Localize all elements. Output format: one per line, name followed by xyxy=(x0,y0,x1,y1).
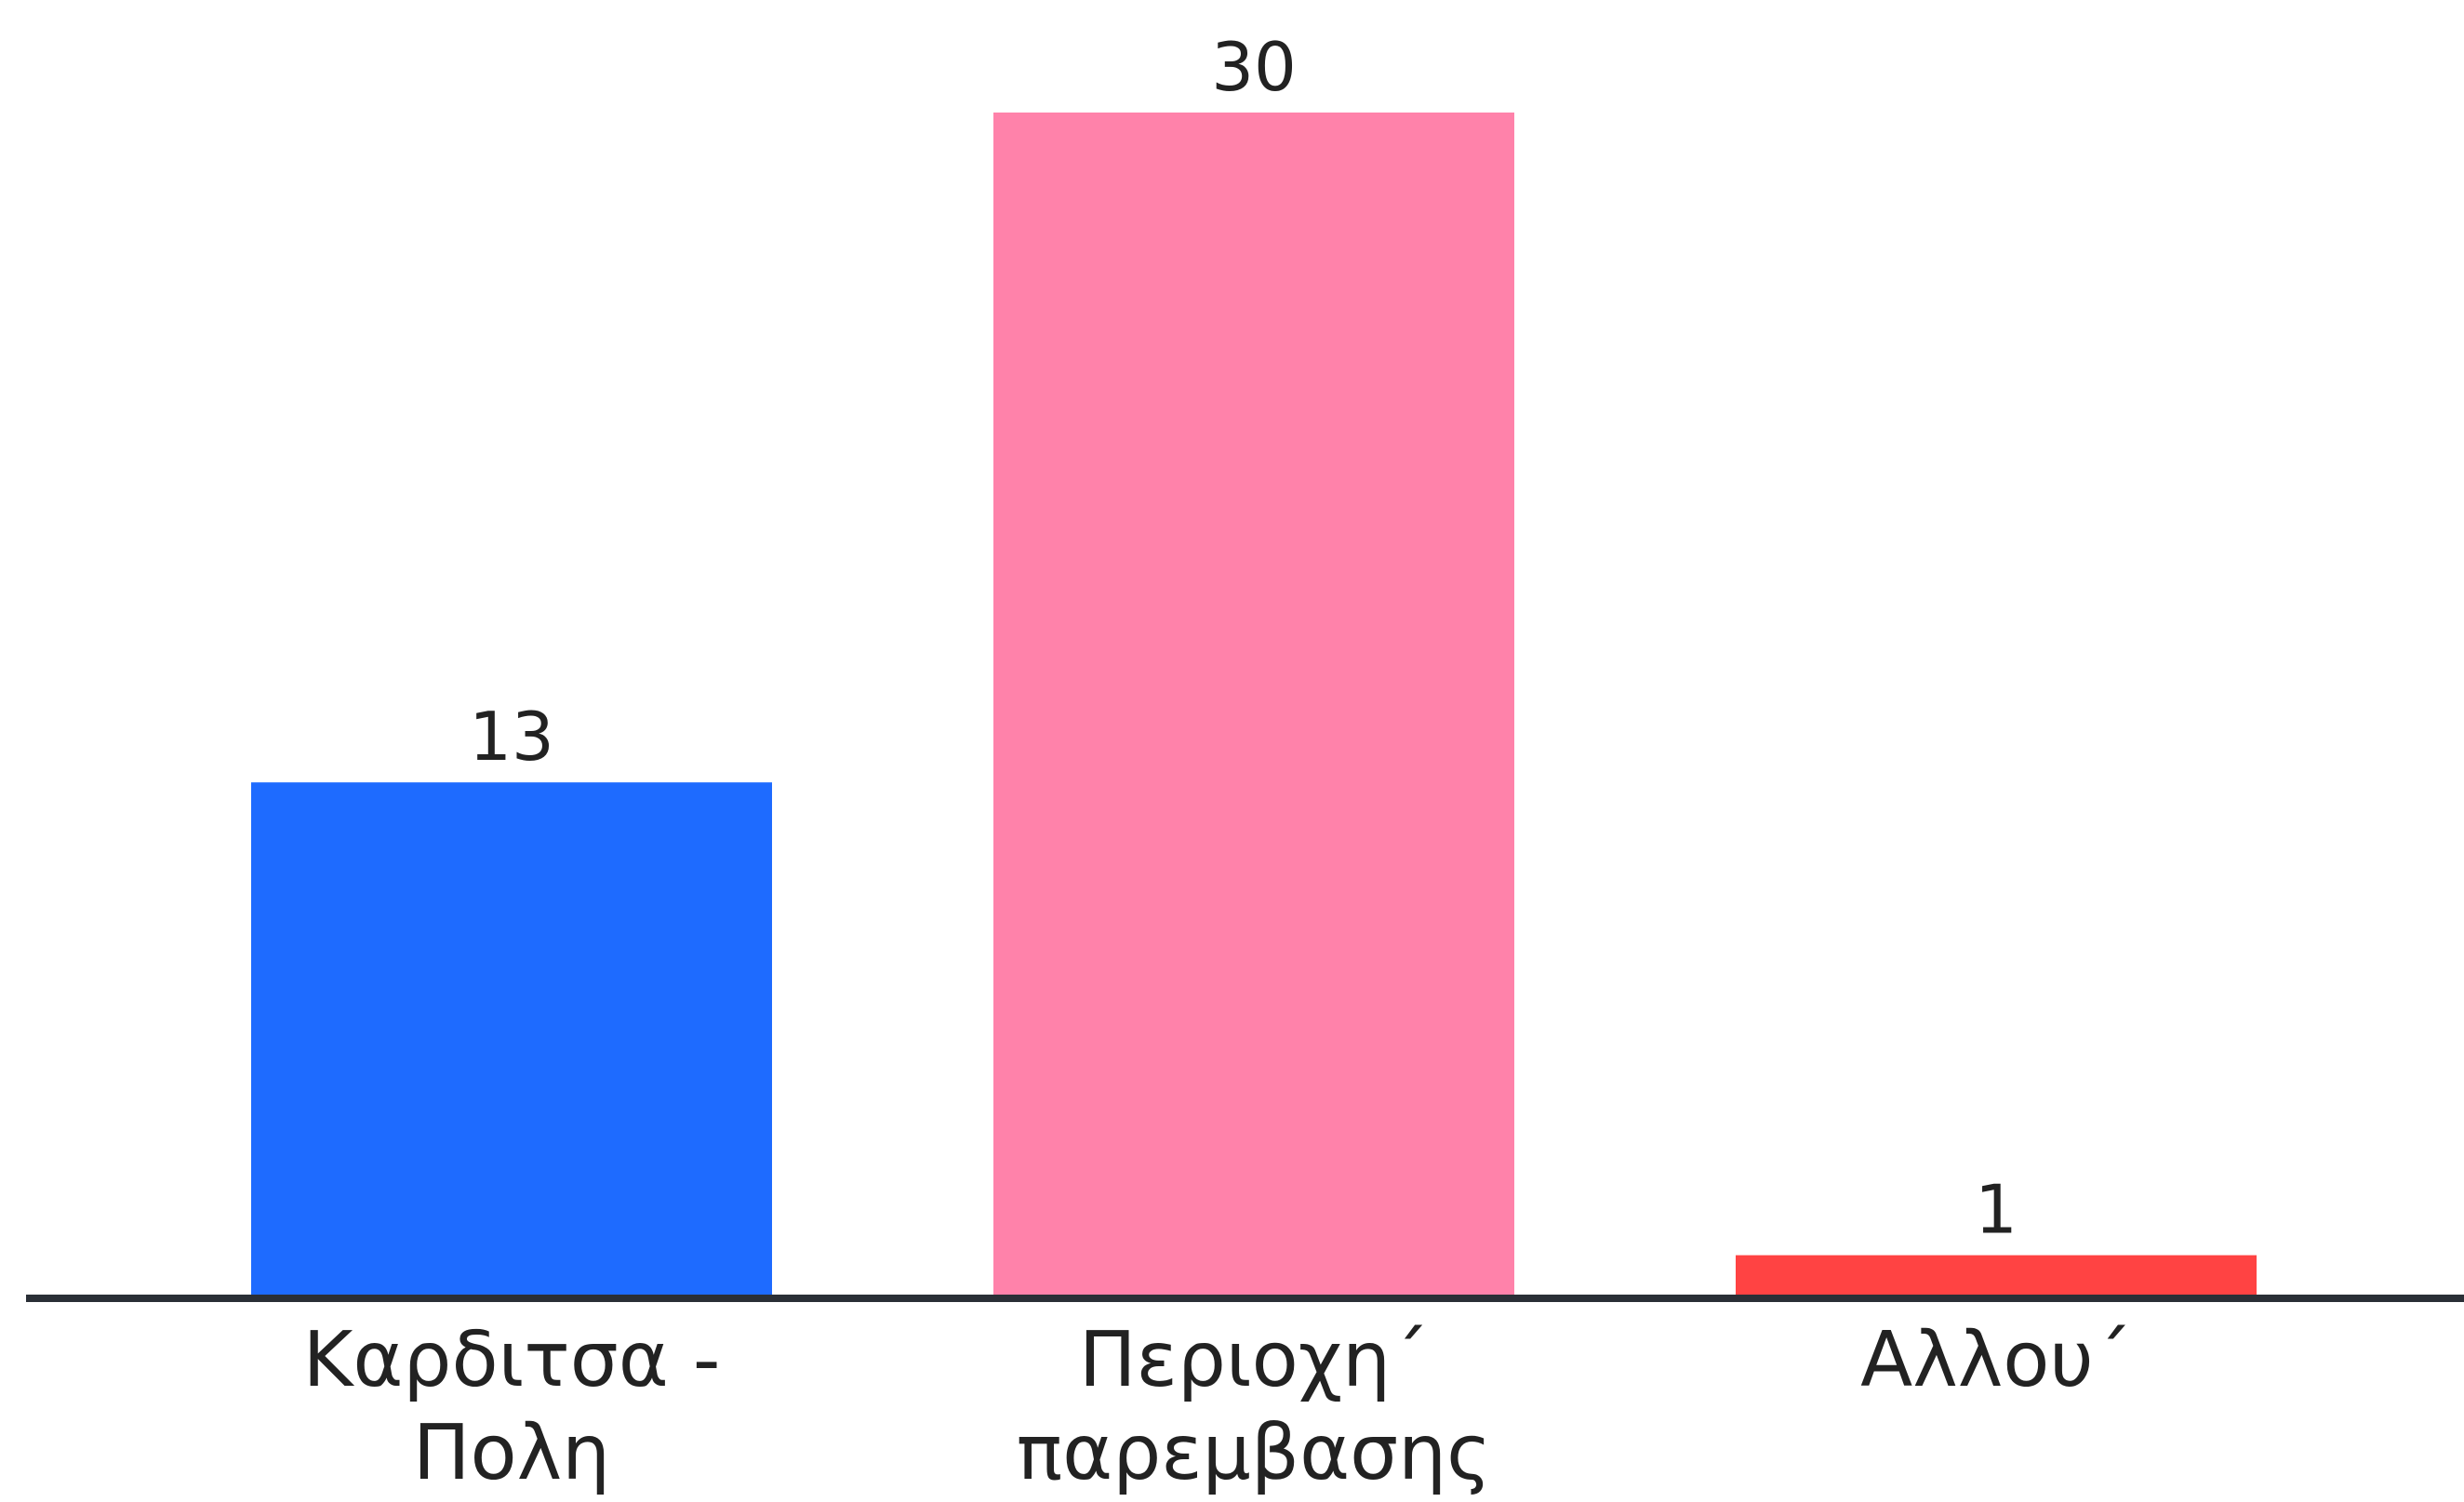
bars-layer xyxy=(251,113,2257,1295)
category-label-line: Καρδιτσα - xyxy=(303,1316,721,1404)
data-label-2: 30 xyxy=(1211,28,1297,106)
data-label-3: 1 xyxy=(1975,1171,2018,1249)
category-label-line: Περιοχη´ xyxy=(1079,1316,1429,1404)
bar-1 xyxy=(251,782,772,1295)
category-label-2: Περιοχη´ παρεμβασης xyxy=(1017,1316,1491,1497)
category-label-line: παρεμβασης xyxy=(1017,1409,1491,1497)
bar-3 xyxy=(1736,1255,2257,1295)
category-label-line: Αλλου´ xyxy=(1860,1316,2132,1404)
category-label-3: Αλλου´ xyxy=(1860,1316,2132,1404)
data-label-1: 13 xyxy=(469,698,554,776)
category-labels-layer: Καρδιτσα -Πολη Περιοχη´ παρεμβασης Αλλου´ xyxy=(303,1316,2132,1497)
category-label-line: Πολη xyxy=(413,1409,610,1497)
value-labels-layer: 13 30 1 xyxy=(469,28,2018,1249)
category-label-1: Καρδιτσα -Πολη xyxy=(303,1316,721,1497)
bar-2 xyxy=(993,113,1514,1295)
